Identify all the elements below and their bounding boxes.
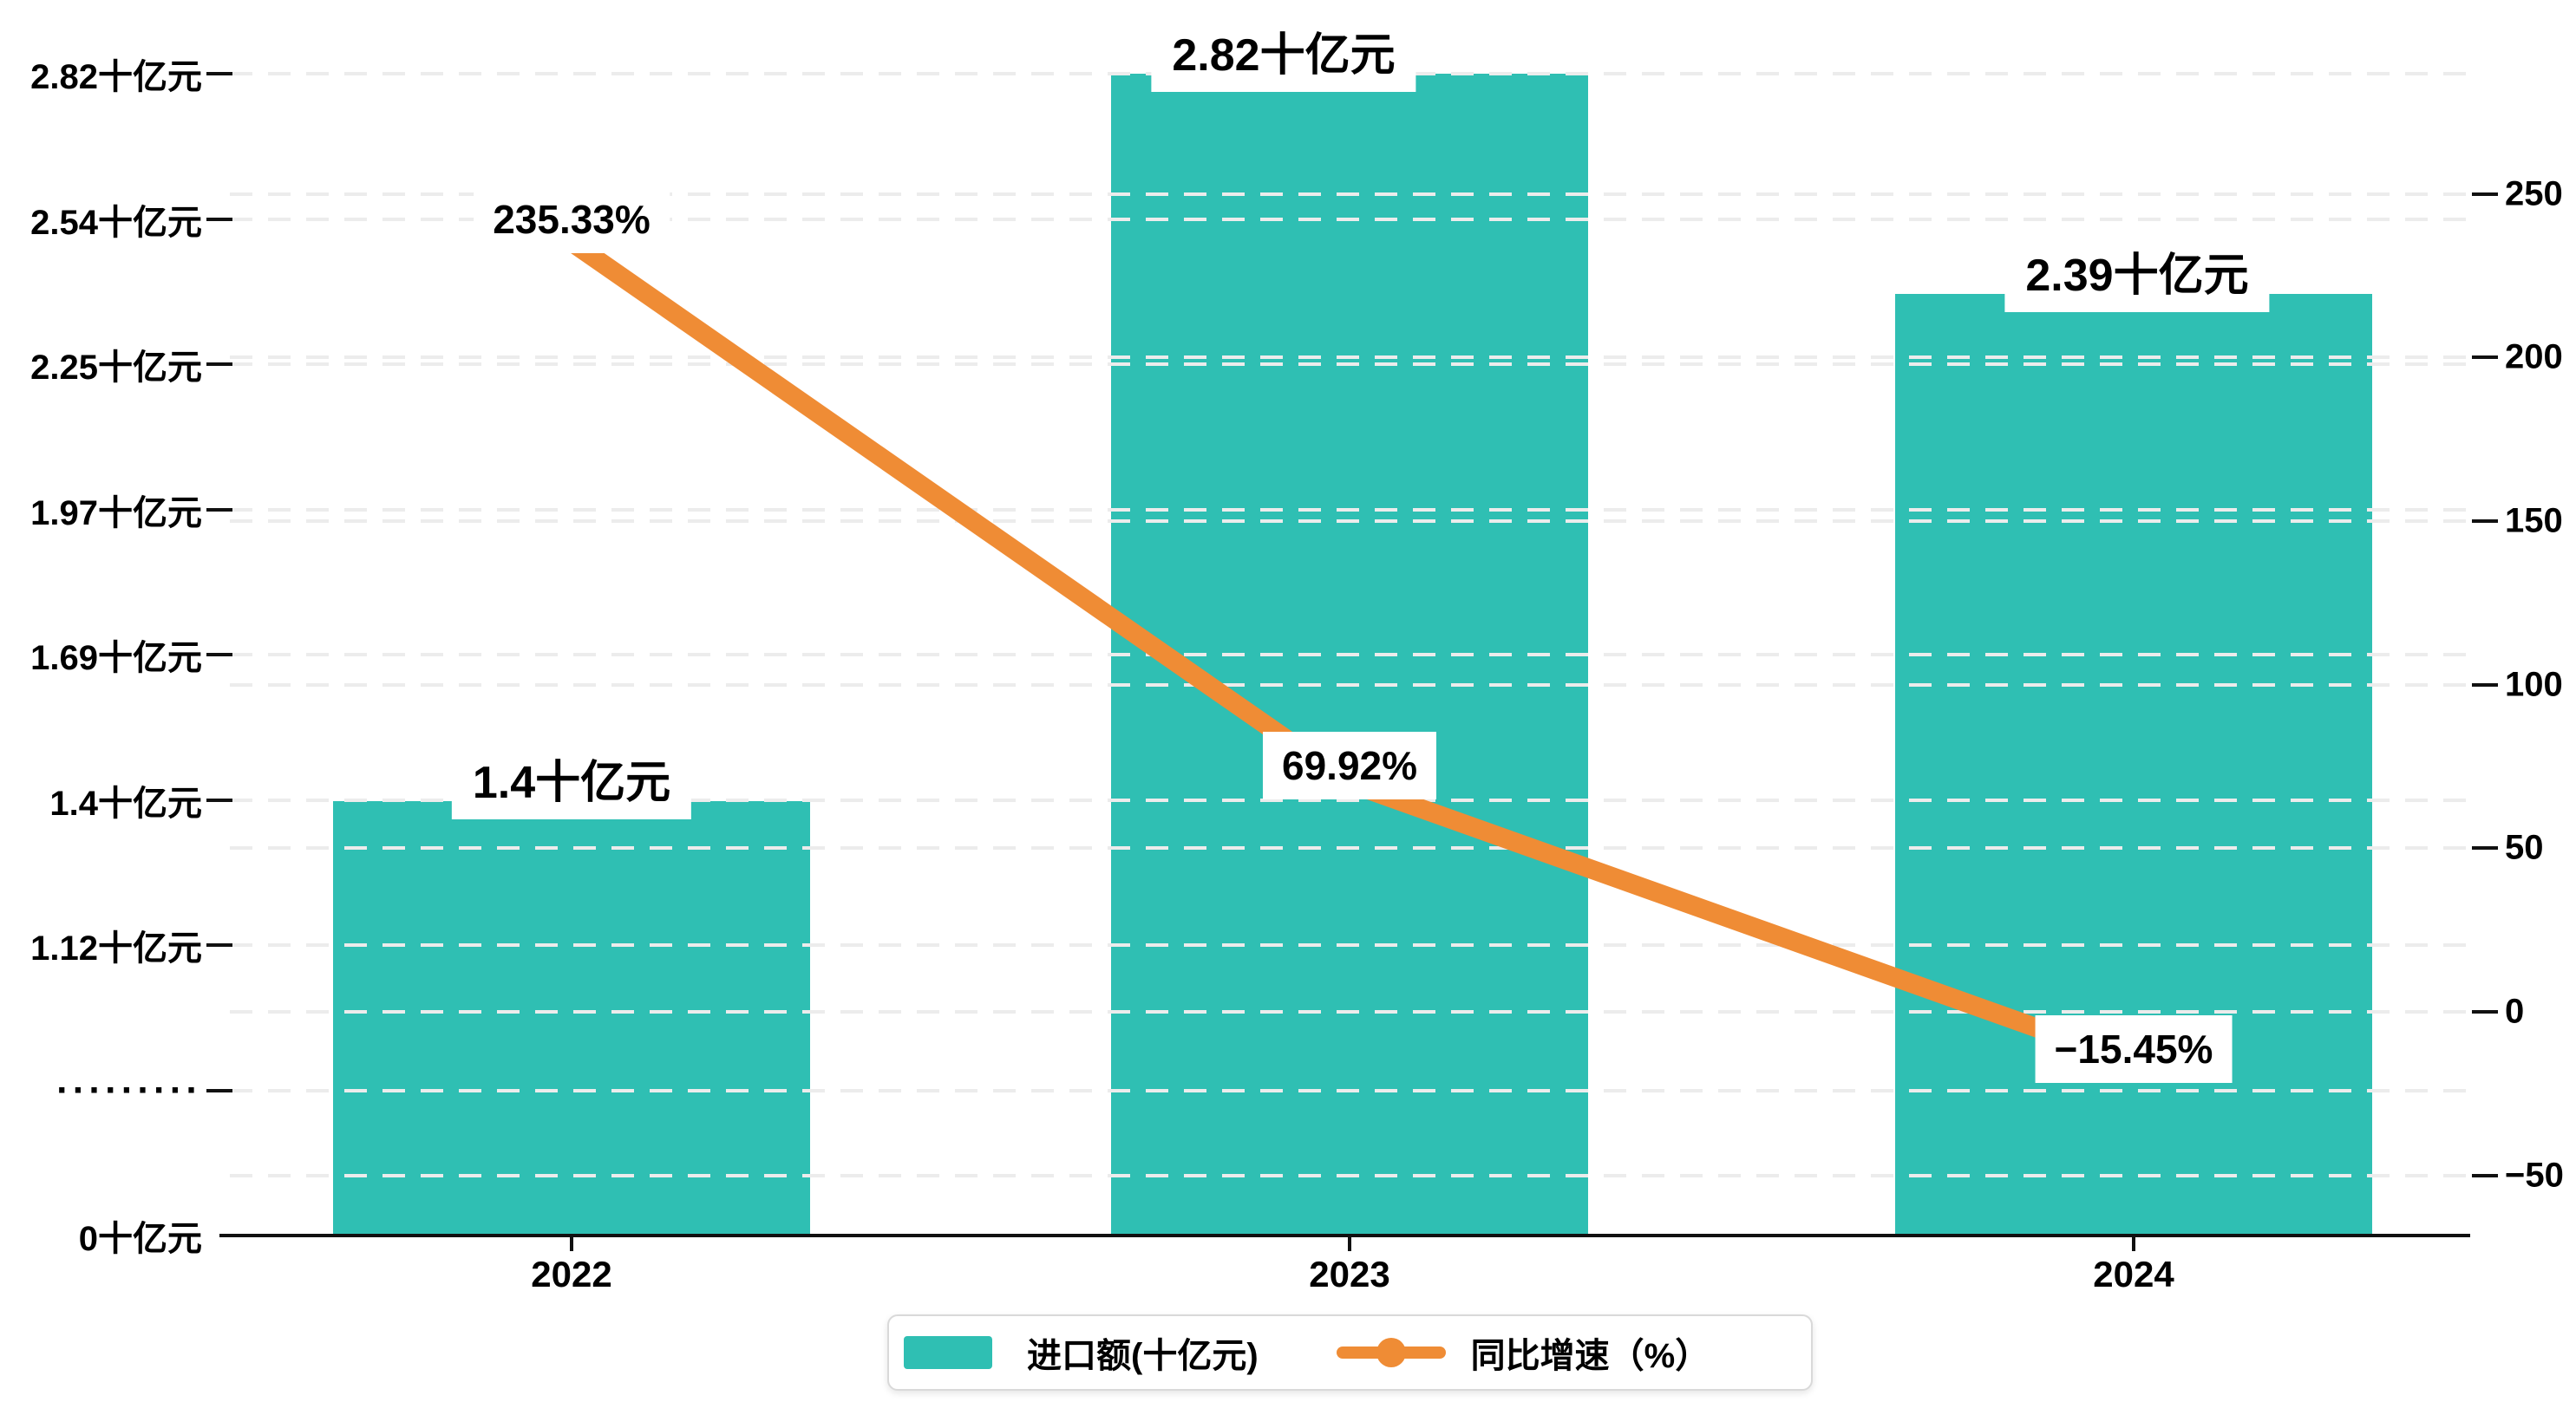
growth-line[interactable] xyxy=(566,234,2137,1072)
right-axis-label-5: 0 xyxy=(2505,992,2525,1031)
left-axis-label-0: 2.82十亿元 xyxy=(30,58,202,96)
left-axis-label-2: 2.25十亿元 xyxy=(30,349,202,387)
bar-value-label-2023: 2.82十亿元 xyxy=(1151,10,1416,92)
left-axis-tick-3 xyxy=(206,507,232,512)
gridline-right-2 xyxy=(230,519,2468,524)
gridline-left-7 xyxy=(230,1088,2468,1092)
x-axis-label-2023: 2023 xyxy=(1309,1254,1390,1294)
right-axis-label-0: 250 xyxy=(2505,174,2563,213)
right-axis-label-4: 50 xyxy=(2505,828,2544,867)
right-axis-tick-0 xyxy=(2472,192,2498,196)
line-value-label-2022: 235.33% xyxy=(474,186,670,254)
gridline-right-1 xyxy=(230,355,2468,360)
x-axis-line xyxy=(219,1234,2470,1237)
gridline-right-0 xyxy=(230,192,2468,196)
left-axis-label-1: 2.54十亿元 xyxy=(30,203,202,242)
left-axis-label-6: 1.12十亿元 xyxy=(30,929,202,968)
line-marker-dot xyxy=(1376,1338,1406,1367)
bar-value-label-2024: 2.39十亿元 xyxy=(2004,230,2270,313)
legend-label-import-value: 进口额(十亿元) xyxy=(1027,1337,1259,1375)
line-series-marker xyxy=(1336,1336,1446,1369)
right-axis-label-2: 150 xyxy=(2505,501,2563,540)
gridline-right-5 xyxy=(230,1010,2468,1014)
x-axis-tick-0 xyxy=(570,1236,573,1251)
left-axis-label-5: 1.4十亿元 xyxy=(49,784,202,823)
right-axis-tick-5 xyxy=(2472,1010,2498,1014)
x-axis-tick-2 xyxy=(2132,1236,2135,1251)
gridline-left-6 xyxy=(230,943,2468,947)
gridline-right-6 xyxy=(230,1173,2468,1177)
legend-item-import-value[interactable]: 进口额(十亿元) xyxy=(904,1327,1259,1378)
right-axis-tick-4 xyxy=(2472,846,2498,851)
gridline-left-3 xyxy=(230,507,2468,512)
gridline-right-4 xyxy=(230,846,2468,851)
right-axis-tick-2 xyxy=(2472,519,2498,524)
gridline-left-5 xyxy=(230,798,2468,802)
left-axis-tick-4 xyxy=(206,653,232,656)
left-axis-tick-2 xyxy=(206,362,232,366)
right-axis-label-6: −50 xyxy=(2505,1156,2564,1195)
right-axis-label-1: 200 xyxy=(2505,337,2563,376)
line-value-label-2023: 69.92% xyxy=(1262,732,1437,800)
left-axis-tick-1 xyxy=(206,217,232,221)
bar-series-swatch xyxy=(904,1336,992,1369)
left-axis-label-8: 0十亿元 xyxy=(78,1220,202,1258)
left-axis-tick-7 xyxy=(206,1088,232,1092)
line-value-label-2024: −15.45% xyxy=(2035,1015,2233,1084)
legend: 进口额(十亿元) 同比增速（%） xyxy=(887,1314,1813,1391)
left-axis-label-7: ········· xyxy=(56,1068,202,1112)
gridline-left-1 xyxy=(230,217,2468,221)
right-axis-tick-6 xyxy=(2472,1173,2498,1177)
gridline-left-2 xyxy=(230,362,2468,366)
bar-value-label-2022: 1.4十亿元 xyxy=(451,737,692,820)
left-axis-tick-0 xyxy=(206,72,232,75)
bar-2022[interactable] xyxy=(333,801,810,1236)
gridline-right-3 xyxy=(230,682,2468,687)
left-axis-tick-5 xyxy=(206,798,232,802)
left-axis-label-4: 1.69十亿元 xyxy=(30,639,202,677)
legend-label-yoy-growth: 同比增速（%） xyxy=(1470,1337,1710,1375)
left-axis-label-3: 1.97十亿元 xyxy=(30,493,202,532)
x-axis-label-2024: 2024 xyxy=(2093,1254,2174,1294)
right-axis-tick-1 xyxy=(2472,355,2498,360)
legend-item-yoy-growth[interactable]: 同比增速（%） xyxy=(1259,1327,1710,1378)
x-axis-label-2022: 2022 xyxy=(531,1254,612,1294)
right-axis-label-3: 100 xyxy=(2505,665,2563,704)
x-axis-tick-1 xyxy=(1348,1236,1351,1251)
left-axis-tick-6 xyxy=(206,943,232,947)
right-axis-tick-3 xyxy=(2472,682,2498,687)
gridline-left-4 xyxy=(230,653,2468,656)
